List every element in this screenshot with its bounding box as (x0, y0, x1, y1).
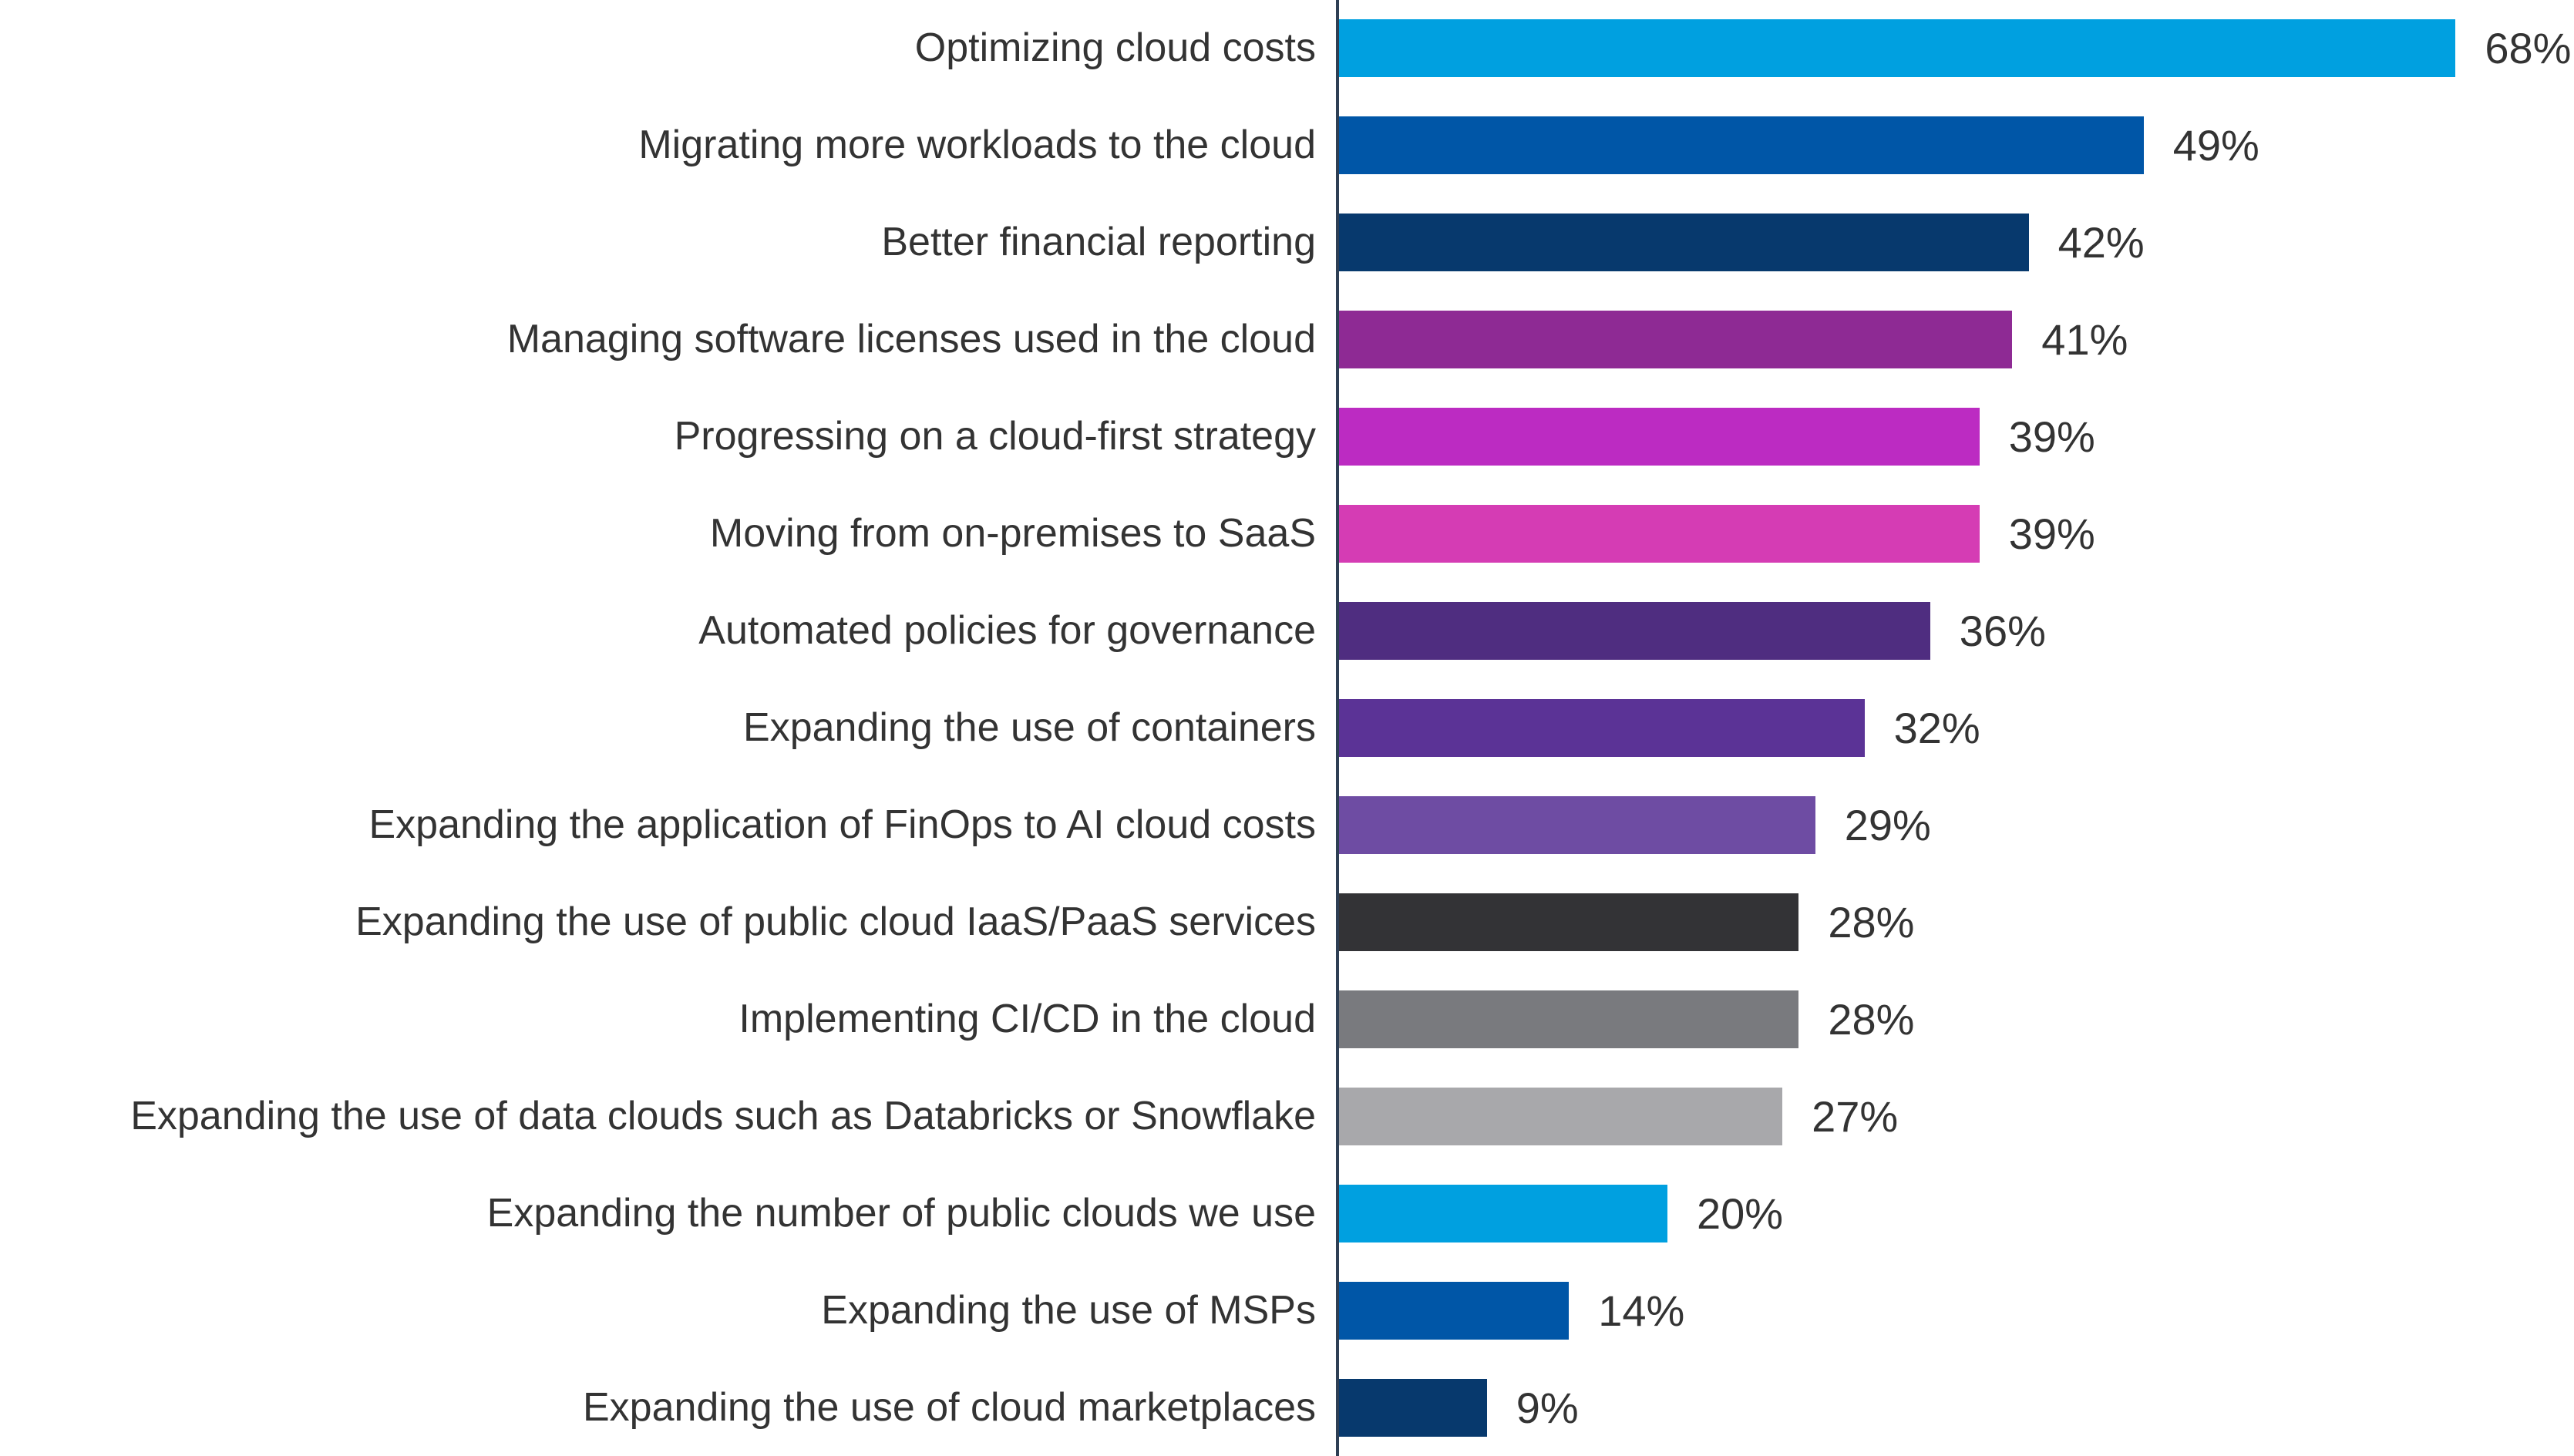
bar-area: 32% (1336, 680, 2574, 777)
value-label: 68% (2485, 24, 2572, 73)
bar-row: Expanding the number of public clouds we… (0, 1165, 2574, 1262)
value-label: 29% (1844, 800, 1931, 849)
value-label: 39% (2008, 412, 2095, 462)
bar (1339, 1087, 1783, 1145)
bar-row: Better financial reporting 42% (0, 194, 2574, 291)
category-label: Implementing CI/CD in the cloud (739, 996, 1316, 1041)
y-axis-line (1336, 0, 1339, 1456)
bar-area: 20% (1336, 1165, 2574, 1262)
category-label: Managing software licenses used in the c… (506, 317, 1316, 362)
value-label: 28% (1828, 897, 1915, 947)
bar-row: Expanding the use of MSPs 14% (0, 1262, 2574, 1359)
bar (1339, 1378, 1487, 1437)
value-label: 39% (2008, 509, 2095, 559)
bar (1339, 990, 1799, 1048)
bar-row: Optimizing cloud costs 68% (0, 0, 2574, 97)
bar (1339, 19, 2456, 78)
bar-area: 29% (1336, 777, 2574, 874)
bar (1339, 893, 1799, 951)
category-label: Automated policies for governance (698, 608, 1316, 653)
category-label: Expanding the use of public cloud IaaS/P… (355, 899, 1316, 944)
value-label: 9% (1516, 1383, 1579, 1432)
bar-row: Expanding the use of public cloud IaaS/P… (0, 873, 2574, 970)
value-label: 20% (1697, 1189, 1784, 1238)
bar (1339, 116, 2144, 175)
value-label: 14% (1598, 1286, 1685, 1335)
bar (1339, 311, 2013, 369)
bar-row: Moving from on-premises to SaaS 39% (0, 486, 2574, 583)
bar-area: 39% (1336, 388, 2574, 486)
category-label: Moving from on-premises to SaaS (709, 511, 1316, 557)
bar (1339, 602, 1930, 661)
bar-row: Migrating more workloads to the cloud 49… (0, 97, 2574, 194)
bar (1339, 1184, 1667, 1242)
bar-area: 39% (1336, 486, 2574, 583)
value-label: 28% (1828, 994, 1915, 1044)
category-label: Optimizing cloud costs (914, 25, 1316, 71)
bar (1339, 214, 2029, 272)
category-label: Better financial reporting (881, 220, 1316, 265)
bar (1339, 795, 1815, 854)
bar (1339, 505, 1980, 563)
category-label: Migrating more workloads to the cloud (638, 123, 1316, 168)
bar (1339, 699, 1865, 758)
category-label: Expanding the use of containers (743, 704, 1316, 750)
value-label: 32% (1893, 704, 1980, 753)
bar-row: Automated policies for governance 36% (0, 583, 2574, 680)
bar-area: 49% (1336, 97, 2574, 194)
bar-area: 41% (1336, 291, 2574, 388)
bar-row: Managing software licenses used in the c… (0, 291, 2574, 388)
bar-area: 28% (1336, 873, 2574, 970)
bar-row: Implementing CI/CD in the cloud 28% (0, 970, 2574, 1068)
value-label: 41% (2041, 315, 2128, 365)
category-label: Expanding the application of FinOps to A… (368, 802, 1316, 847)
category-label: Expanding the use of data clouds such as… (130, 1093, 1316, 1138)
bar-row: Expanding the use of data clouds such as… (0, 1068, 2574, 1165)
category-label: Expanding the number of public clouds we… (486, 1190, 1316, 1236)
value-label: 49% (2172, 121, 2259, 170)
value-label: 42% (2058, 218, 2145, 267)
bar-area: 68% (1336, 0, 2574, 97)
bar-area: 27% (1336, 1068, 2574, 1165)
bar-row: Expanding the application of FinOps to A… (0, 777, 2574, 874)
category-label: Expanding the use of MSPs (821, 1287, 1316, 1333)
bar-row: Expanding the use of containers 32% (0, 680, 2574, 777)
bar-area: 9% (1336, 1359, 2574, 1456)
bar-area: 28% (1336, 970, 2574, 1068)
bar-row: Expanding the use of cloud marketplaces … (0, 1359, 2574, 1456)
bar-area: 14% (1336, 1262, 2574, 1359)
value-label: 36% (1959, 607, 2046, 656)
category-label: Progressing on a cloud-first strategy (674, 414, 1316, 459)
value-label: 27% (1812, 1091, 1899, 1141)
bar-area: 42% (1336, 194, 2574, 291)
bar-row: Progressing on a cloud-first strategy 39… (0, 388, 2574, 486)
bar (1339, 1281, 1570, 1340)
bar (1339, 408, 1980, 466)
category-label: Expanding the use of cloud marketplaces (582, 1384, 1316, 1430)
bar-area: 36% (1336, 583, 2574, 680)
